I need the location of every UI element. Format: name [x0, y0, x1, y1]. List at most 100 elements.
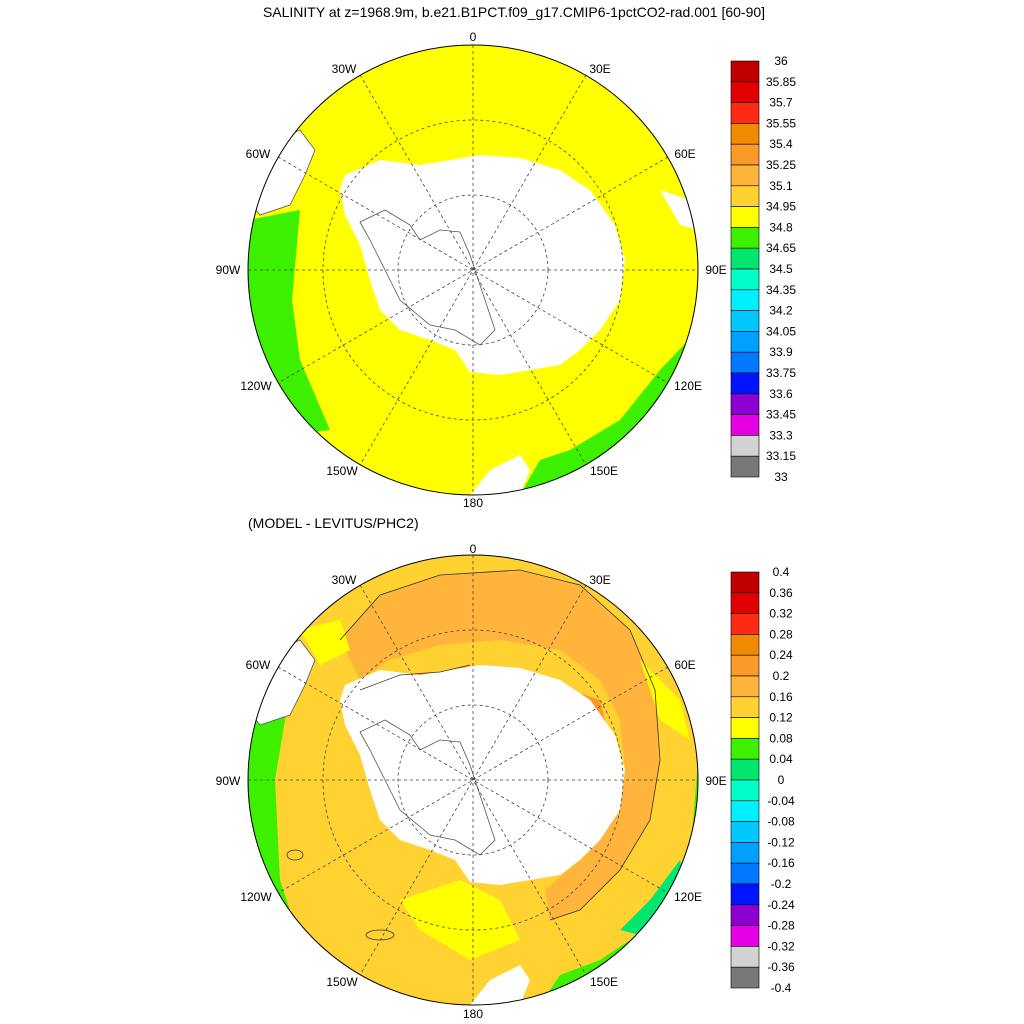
colorbar-swatch [730, 904, 760, 926]
colorbar-tick-label: -0.08 [767, 815, 795, 829]
colorbar-tick-label: 34.8 [769, 220, 793, 234]
lon-label: 90W [216, 263, 241, 277]
lon-label: 60E [674, 658, 695, 672]
colorbar-tick-label: 0.24 [769, 648, 793, 662]
colorbar-swatch [730, 81, 760, 103]
panel-title-salinity: SALINITY at z=1968.9m, b.e21.B1PCT.f09_g… [263, 4, 765, 20]
colorbar-swatch [730, 634, 760, 656]
colorbar-tick-label: 33.15 [766, 449, 796, 463]
colorbar-tick-label: 0.04 [769, 752, 793, 766]
lon-label: 60W [246, 147, 271, 161]
colorbar-swatch [730, 331, 760, 353]
colorbar-tick-label: -0.32 [767, 939, 795, 953]
colorbar-swatch [730, 800, 760, 822]
lon-label: 90W [216, 774, 241, 788]
colorbar-swatch [730, 268, 760, 291]
lon-label: 180 [463, 496, 483, 510]
colorbar-swatch [730, 779, 760, 802]
lon-label: 60W [246, 658, 271, 672]
colorbar-swatch [730, 758, 760, 781]
lon-label: 120E [674, 379, 702, 393]
lon-label: 30E [589, 573, 610, 587]
lon-label: 150E [590, 464, 618, 478]
colorbar-tick-label: 35.25 [766, 158, 796, 172]
lon-label: 90E [705, 774, 726, 788]
panel-title-difference: (MODEL - LEVITUS/PHC2) [248, 515, 419, 531]
colorbar-tick-label: -0.28 [767, 919, 795, 933]
lon-label: 0 [470, 542, 477, 556]
colorbar-salinity: 36 35.85 35.7 35.55 35.4 35.25 35.1 34.95 34.8 34… [730, 54, 796, 484]
colorbar-tick-label: 34.65 [766, 241, 796, 255]
colorbar-swatch [730, 862, 760, 885]
polar-map-difference [248, 555, 698, 1005]
colorbar-swatch [730, 123, 760, 145]
colorbar-swatch [730, 925, 760, 947]
colorbar-tick-label: -0.36 [767, 960, 795, 974]
colorbar-swatch [730, 717, 760, 739]
colorbar-swatch [730, 592, 760, 614]
colorbar-swatch [730, 247, 760, 270]
colorbar-tick-label: 35.55 [766, 116, 796, 130]
lon-label: 30E [589, 62, 610, 76]
lon-labels-difference: 0 30E 60E 90E 120E 150E 180 150W 120W 90… [216, 542, 727, 1021]
lon-label: 30W [332, 62, 357, 76]
colorbar-tick-label: 34.35 [766, 283, 796, 297]
colorbar-difference: 0.4 0.36 0.32 0.28 0.24 0.2 0.16 0.12 0.08 0.04 0 -… [730, 565, 795, 995]
colorbar-tick-label: -0.4 [771, 981, 792, 995]
colorbar-tick-label: 34.05 [766, 324, 796, 338]
colorbar-tick-label: 33 [774, 470, 788, 484]
colorbar-swatch [730, 310, 760, 332]
colorbar-swatch [730, 946, 760, 968]
colorbar-swatch [730, 966, 760, 989]
colorbar-tick-label: 35.1 [769, 179, 793, 193]
colorbar-swatch [730, 821, 760, 843]
colorbar-swatch [730, 60, 760, 83]
colorbar-tick-label: 0.12 [769, 711, 793, 725]
colorbar-swatch [730, 185, 760, 207]
colorbar-swatch [730, 372, 760, 395]
colorbar-tick-label: 33.3 [769, 428, 793, 442]
colorbar-swatch [730, 571, 760, 594]
lon-label: 0 [470, 30, 477, 44]
lon-label: 120W [240, 379, 272, 393]
lon-label: 120W [240, 890, 272, 904]
lon-label: 90E [705, 263, 726, 277]
lon-labels-salinity: 0 30E 60E 90E 120E 150E 180 150W 120W 90… [216, 30, 727, 510]
colorbar-tick-label: 35.7 [769, 96, 793, 110]
colorbar-tick-label: 0.28 [769, 627, 793, 641]
colorbar-tick-label: -0.04 [767, 794, 795, 808]
colorbar-tick-label: 0.16 [769, 690, 793, 704]
colorbar-tick-label: 33.45 [766, 408, 796, 422]
colorbar-tick-label: 34.95 [766, 200, 796, 214]
colorbar-tick-label: 33.6 [769, 387, 793, 401]
colorbar-tick-label: -0.12 [767, 835, 795, 849]
colorbar-swatch [730, 435, 760, 457]
colorbar-tick-label: 0.4 [773, 565, 790, 579]
colorbar-tick-label: 35.4 [769, 137, 793, 151]
colorbar-tick-label: -0.2 [771, 877, 792, 891]
lon-label: 180 [463, 1007, 483, 1021]
colorbar-swatch [730, 654, 760, 677]
colorbar-tick-label: -0.16 [767, 856, 795, 870]
colorbar-swatch [730, 883, 760, 906]
colorbar-swatch [730, 289, 760, 311]
colorbar-tick-label: 34.2 [769, 304, 793, 318]
lon-label: 60E [674, 147, 695, 161]
colorbar-tick-label: 0.36 [769, 586, 793, 600]
lon-label: 150E [590, 975, 618, 989]
colorbar-tick-label: 0 [778, 773, 785, 787]
colorbar-tick-label: 0.32 [769, 607, 793, 621]
colorbar-swatch [730, 738, 760, 760]
colorbar-tick-label: 35.85 [766, 75, 796, 89]
colorbar-swatch [730, 613, 760, 635]
colorbar-tick-label: 0.08 [769, 731, 793, 745]
colorbar-tick-label: 34.5 [769, 262, 793, 276]
colorbar-swatch [730, 164, 760, 187]
colorbar-swatch [730, 455, 760, 478]
colorbar-tick-label: 36 [774, 54, 788, 68]
lon-label: 120E [674, 890, 702, 904]
colorbar-swatch [730, 696, 760, 718]
lon-label: 150W [326, 975, 358, 989]
colorbar-tick-label: 0.2 [773, 669, 790, 683]
